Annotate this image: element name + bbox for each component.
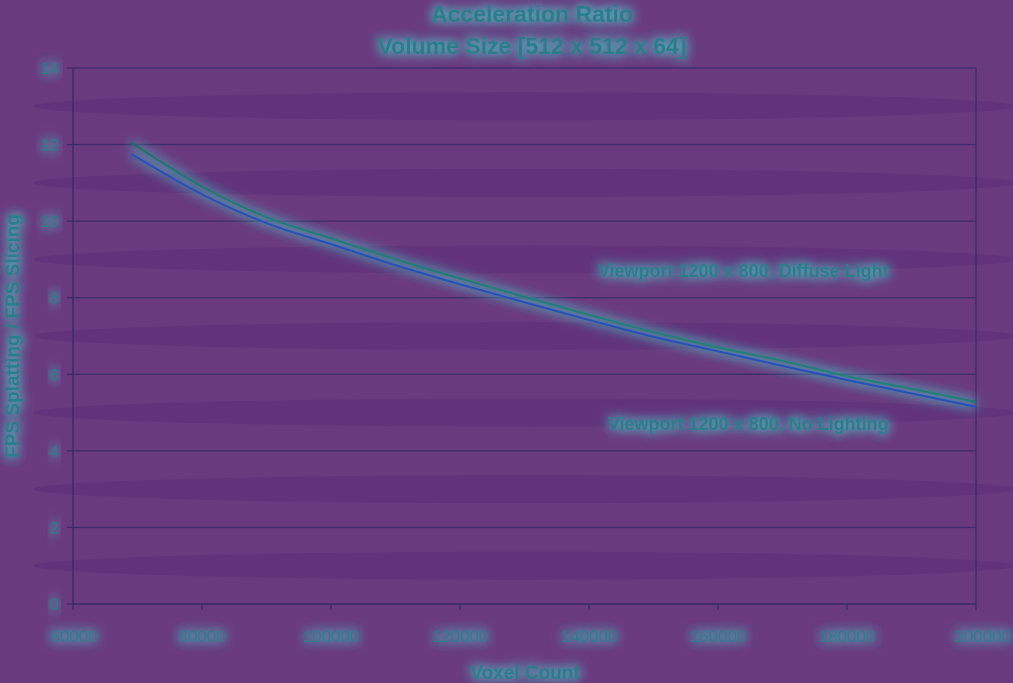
y-tick-label: 12 (40, 136, 59, 155)
background-band (33, 322, 1013, 350)
x-tick-label: 80000 (178, 627, 225, 646)
y-tick-label: 4 (50, 442, 59, 461)
annotation-label: Viewport 1200 x 800, Diffuse Light (598, 261, 889, 281)
background-band (33, 245, 1013, 274)
x-axis-label: Voxel Count (470, 663, 580, 683)
background-band (33, 168, 1013, 197)
x-tick-label: 100000 (303, 627, 360, 646)
background-band (33, 551, 1013, 580)
y-tick-label: 10 (40, 212, 59, 231)
y-tick-label: 2 (50, 518, 59, 537)
background-bands (33, 92, 1013, 580)
background-band (33, 398, 1013, 427)
y-tick-label: 6 (50, 365, 59, 384)
x-tick-label: 160000 (690, 627, 747, 646)
axes: 0 2 4 6 8 10 12 14 60000 80000 100000 120000 140000 1… (40, 59, 1011, 646)
y-tick-label: 0 (50, 595, 59, 614)
y-tick-label: 14 (40, 59, 59, 78)
series-line-no-lighting (130, 153, 977, 408)
background-band (33, 92, 1013, 121)
series-line-diffuse-light (130, 141, 977, 403)
x-tick-label: 60000 (50, 627, 97, 646)
series-group (130, 141, 977, 408)
background-band (33, 475, 1013, 504)
x-tick-label: 120000 (432, 627, 489, 646)
annotation-label: Viewport 1200 x 800, No Lighting (608, 414, 889, 434)
y-tick-label: 8 (50, 289, 59, 308)
labels-group: Acceleration Ratio Volume Size [512 x 512… (3, 1, 686, 683)
x-tick-label: 180000 (819, 627, 876, 646)
y-axis-label: FPS Splatting / FPS Slicing (3, 214, 24, 458)
x-tick-label: 140000 (561, 627, 618, 646)
annotations-group: Viewport 1200 x 800, Diffuse Light Viewpo… (598, 261, 889, 434)
chart-subtitle: Volume Size [512 x 512 x 64] (378, 33, 687, 59)
x-tick-label: 200000 (954, 627, 1011, 646)
chart-title: Acceleration Ratio (431, 1, 633, 27)
